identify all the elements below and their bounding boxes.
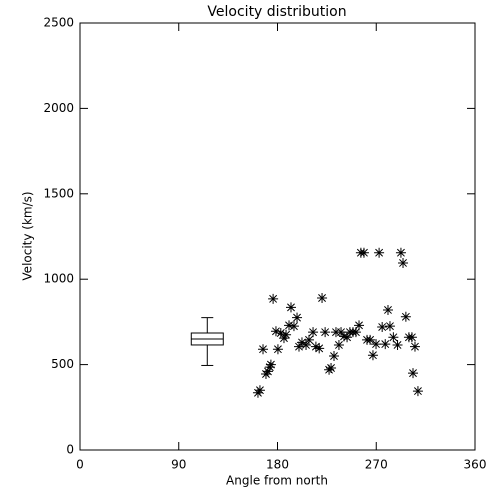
y-axis-label: Velocity (km/s) bbox=[21, 191, 35, 280]
scatter-point bbox=[409, 341, 420, 352]
scatter-point bbox=[333, 339, 344, 350]
scatter-point bbox=[329, 351, 340, 362]
scatter-point bbox=[367, 350, 378, 361]
scatter-point bbox=[371, 339, 382, 350]
scatter-point bbox=[294, 341, 305, 352]
scatter-point bbox=[408, 368, 419, 379]
scatter-point bbox=[258, 344, 269, 355]
y-tick-label: 1500 bbox=[43, 186, 74, 200]
scatter-point bbox=[308, 327, 319, 338]
chart-title: Velocity distribution bbox=[207, 4, 346, 20]
scatter-point bbox=[412, 386, 423, 397]
scatter-point bbox=[354, 320, 365, 331]
scatter-point bbox=[320, 327, 331, 338]
scatter-point bbox=[388, 332, 399, 343]
scatter-point bbox=[392, 339, 403, 350]
scatter-point bbox=[336, 327, 347, 338]
y-tick-label: 2000 bbox=[43, 101, 74, 115]
scatter-point bbox=[382, 304, 393, 315]
x-tick-label: 360 bbox=[464, 458, 487, 472]
scatter-point bbox=[310, 341, 321, 352]
scatter-point bbox=[303, 334, 314, 345]
scatter-point bbox=[395, 247, 406, 258]
scatter-point bbox=[284, 320, 295, 331]
y-tick-label: 1000 bbox=[43, 272, 74, 286]
scatter-point bbox=[285, 302, 296, 313]
scatter-point bbox=[265, 359, 276, 370]
scatter-point bbox=[262, 366, 273, 377]
scatter-point bbox=[384, 321, 395, 332]
scatter-point bbox=[326, 363, 337, 374]
scatter-point bbox=[330, 327, 341, 338]
x-tick-label: 0 bbox=[76, 458, 84, 472]
scatter-point bbox=[350, 327, 361, 338]
x-axis-label: Angle from north bbox=[226, 474, 328, 488]
scatter-point bbox=[292, 312, 303, 323]
y-tick-label: 0 bbox=[66, 443, 74, 457]
scatter-point bbox=[377, 322, 388, 333]
scatter-point bbox=[380, 339, 391, 350]
scatter-point bbox=[342, 332, 353, 343]
x-tick-label: 90 bbox=[171, 458, 186, 472]
scatter-point bbox=[254, 385, 265, 396]
scatter-point bbox=[278, 333, 289, 344]
scatter-point bbox=[317, 292, 328, 303]
scatter-point bbox=[374, 247, 385, 258]
scatter-point bbox=[270, 326, 281, 337]
scatter-point bbox=[288, 321, 299, 332]
scatter-point bbox=[275, 328, 286, 339]
scatter-point bbox=[314, 343, 325, 354]
scatter-point bbox=[338, 331, 349, 342]
scatter-point bbox=[398, 257, 409, 268]
y-tick-label: 500 bbox=[51, 357, 74, 371]
scatter-point bbox=[301, 339, 312, 350]
scatter-point bbox=[358, 247, 369, 258]
scatter-point bbox=[272, 344, 283, 355]
x-tick-label: 270 bbox=[365, 458, 388, 472]
scatter-point bbox=[281, 329, 292, 340]
scatter-point bbox=[268, 293, 279, 304]
scatter-point bbox=[296, 337, 307, 348]
scatter-point bbox=[264, 362, 275, 373]
y-tick-label: 2500 bbox=[43, 16, 74, 30]
scatter-point bbox=[406, 332, 417, 343]
x-tick-label: 180 bbox=[266, 458, 289, 472]
scatter-point bbox=[400, 311, 411, 322]
scatter-point bbox=[365, 334, 376, 345]
